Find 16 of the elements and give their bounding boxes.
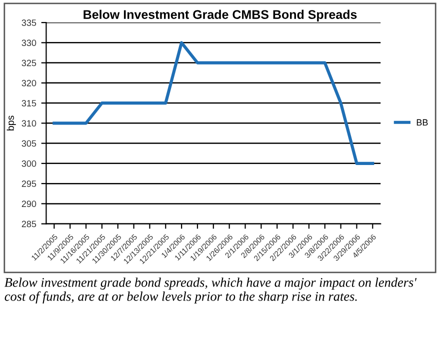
- y-tick-label: 285: [22, 220, 36, 228]
- text: Below investment grade bond spreads, which have a major impact on lenders' cost of funds, are at or below levels prior to the sharp rise in rates.: [4, 278, 417, 304]
- chart-title: Below Investment Grade CMBS Bond Spreads: [84, 10, 357, 22]
- y-tick-label: 330: [22, 40, 36, 46]
- y-tick-label: 310: [22, 120, 36, 127]
- y-tick-label: 290: [22, 200, 36, 208]
- y-tick-label: 320: [22, 80, 36, 86]
- y-tick-label: 335: [22, 20, 36, 26]
- y-tick-label: 300: [22, 160, 36, 167]
- legend-label: BB: [416, 119, 428, 126]
- y-tick-label: 315: [22, 100, 36, 106]
- y-tick-label: 295: [22, 180, 36, 187]
- y-tick-label: 325: [22, 60, 36, 66]
- y-tick-label: 305: [22, 140, 36, 147]
- y-axis-title: bps: [6, 116, 16, 130]
- line-series: [52, 41, 374, 165]
